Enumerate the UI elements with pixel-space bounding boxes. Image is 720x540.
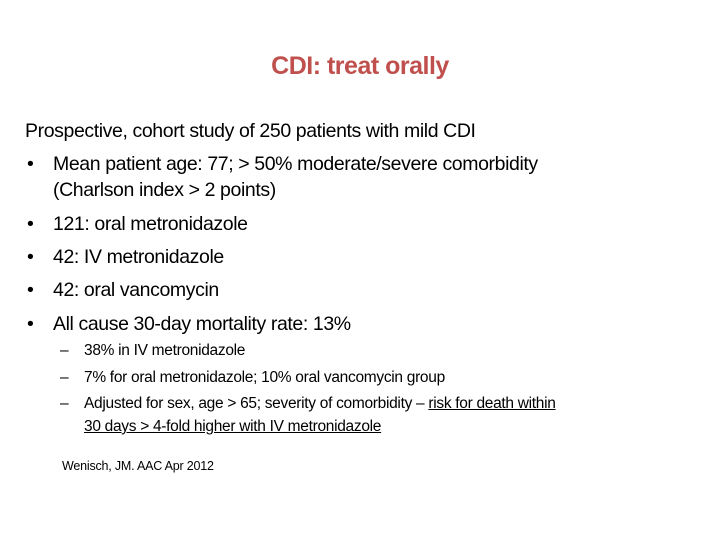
sub-bullet-adjusted-cont: 30 days > 4-fold higher with IV metronid… bbox=[84, 417, 381, 437]
bullet-age: Mean patient age: 77; > 50% moderate/sev… bbox=[53, 153, 538, 175]
adjusted-text: Adjusted for sex, age > 65; severity of … bbox=[84, 395, 429, 412]
bullet-marker: • bbox=[27, 213, 34, 235]
bullet-mortality: All cause 30-day mortality rate: 13% bbox=[53, 313, 351, 335]
bullet-iv-metronidazole: 42: IV metronidazole bbox=[53, 246, 224, 268]
bullet-marker: • bbox=[27, 279, 34, 301]
sub-bullet-adjusted: Adjusted for sex, age > 65; severity of … bbox=[84, 394, 556, 414]
sub-bullet-iv: 38% in IV metronidazole bbox=[84, 342, 246, 359]
bullet-marker: • bbox=[27, 153, 34, 175]
dash-marker: – bbox=[60, 395, 69, 412]
dash-marker: – bbox=[60, 369, 69, 386]
bullet-marker: • bbox=[27, 246, 34, 268]
dash-marker: – bbox=[60, 342, 69, 359]
bullet-age-cont: (Charlson index > 2 points) bbox=[53, 179, 276, 201]
adjusted-risk-underlined: risk for death within bbox=[428, 395, 556, 412]
bullet-marker: • bbox=[27, 313, 34, 335]
adjusted-risk-underlined-cont: 30 days > 4-fold higher with IV metronid… bbox=[84, 418, 382, 435]
bullet-oral-metronidazole: 121: oral metronidazole bbox=[53, 213, 248, 235]
citation: Wenisch, JM. AAC Apr 2012 bbox=[62, 459, 214, 473]
slide-title: CDI: treat orally bbox=[271, 52, 449, 80]
intro-text: Prospective, cohort study of 250 patient… bbox=[25, 120, 476, 142]
bullet-oral-vancomycin: 42: oral vancomycin bbox=[53, 279, 219, 301]
sub-bullet-oral: 7% for oral metronidazole; 10% oral vanc… bbox=[84, 369, 445, 386]
